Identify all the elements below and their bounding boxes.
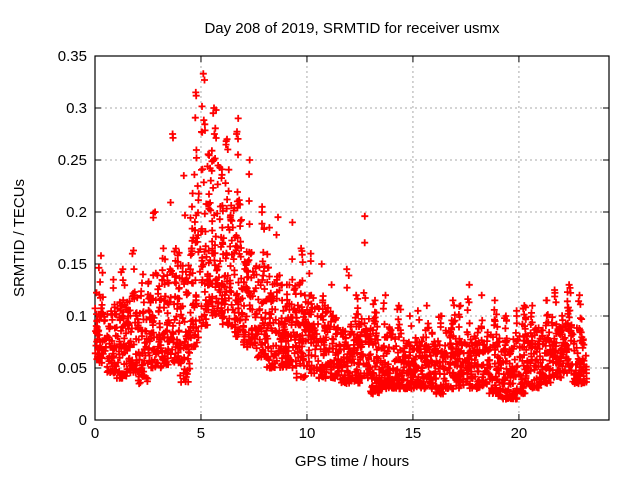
y-tick-label: 0.15 <box>58 256 87 273</box>
x-tick-label: 0 <box>91 425 99 442</box>
chart-title: Day 208 of 2019, SRMTID for receiver usm… <box>204 20 500 37</box>
x-tick-label: 5 <box>197 425 205 442</box>
y-axis-label: SRMTID / TECUs <box>11 179 28 297</box>
y-tick-label: 0.3 <box>66 100 87 117</box>
y-tick-label: 0.2 <box>66 204 87 221</box>
y-tick-label: 0.35 <box>58 48 87 65</box>
x-tick-label: 15 <box>405 425 422 442</box>
scatter-points <box>91 70 591 403</box>
data-layer <box>91 70 591 403</box>
y-tick-label: 0 <box>79 412 87 429</box>
y-tick-label: 0.05 <box>58 360 87 377</box>
y-tick-label: 0.25 <box>58 152 87 169</box>
plot-border <box>94 55 610 421</box>
y-tick-label: 0.1 <box>66 308 87 325</box>
tick-layer: 0 5 10 15 20 0 0.05 0.1 0.15 0.2 0.25 0.3 0.35 <box>58 48 609 442</box>
x-tick-label: 20 <box>511 425 528 442</box>
x-tick-label: 10 <box>299 425 316 442</box>
x-axis-label: GPS time / hours <box>295 453 409 470</box>
